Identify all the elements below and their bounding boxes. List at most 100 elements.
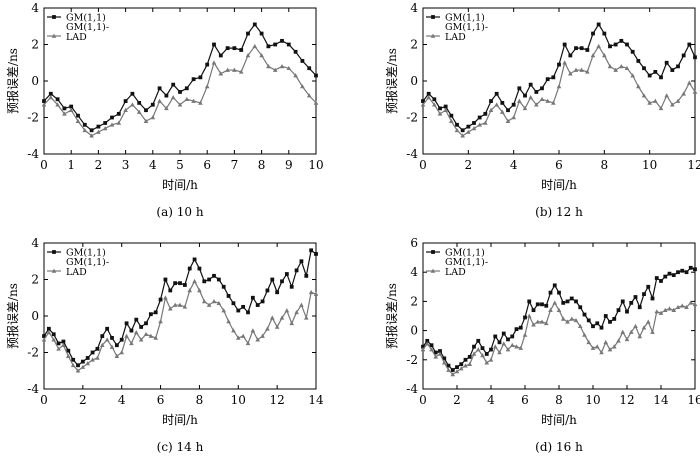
chart-panel-3: 0 2 4 6 8 10 12 14 -4 -2 0 2 4 时间/h 预报误差/ns (c) 14 h GM(… <box>5 236 324 454</box>
data-point <box>446 363 451 368</box>
data-point <box>280 38 284 43</box>
data-point <box>688 265 693 270</box>
data-point <box>184 96 190 102</box>
data-point <box>150 115 156 120</box>
data-point <box>95 355 100 360</box>
data-point <box>163 295 168 300</box>
data-point <box>119 337 124 342</box>
data-point <box>221 284 226 289</box>
x-tick-label: 6 <box>203 158 211 172</box>
x-tick-label: 14 <box>308 393 324 407</box>
panel-caption: (b) 12 h <box>535 205 583 219</box>
data-point <box>561 300 566 305</box>
data-point <box>255 303 260 307</box>
y-tick-label: 0 <box>410 324 418 338</box>
data-point <box>590 53 596 58</box>
x-tick-label: 2 <box>79 393 87 407</box>
data-point <box>307 66 312 71</box>
x-tick-label: 0 <box>419 393 427 407</box>
data-point <box>569 296 574 301</box>
data-point <box>599 350 604 355</box>
data-point <box>472 344 476 349</box>
data-point <box>676 64 680 69</box>
data-point <box>616 308 621 313</box>
data-point <box>299 302 304 307</box>
data-point <box>531 308 536 313</box>
data-point <box>658 105 664 111</box>
data-point <box>511 102 516 107</box>
data-point <box>545 98 550 103</box>
data-point <box>96 129 101 134</box>
data-point <box>61 342 66 347</box>
data-point <box>56 346 61 351</box>
legend-marker-2 <box>430 33 436 38</box>
data-point <box>492 344 498 349</box>
x-tick-label: 2 <box>465 158 473 172</box>
data-point <box>505 118 511 123</box>
data-point <box>129 328 134 333</box>
data-point <box>104 337 110 342</box>
data-point <box>494 102 499 107</box>
x-tick-label: 2 <box>95 158 103 172</box>
data-point <box>289 284 294 289</box>
legend-marker-1 <box>52 15 56 19</box>
data-point <box>231 301 236 306</box>
data-point <box>85 361 91 366</box>
data-point <box>71 357 76 362</box>
data-point <box>603 339 609 345</box>
data-point <box>534 102 539 107</box>
data-point <box>630 49 635 54</box>
data-point <box>466 124 471 129</box>
data-point <box>191 98 196 103</box>
data-point <box>565 299 570 304</box>
x-tick-label: 10 <box>308 158 323 172</box>
data-point <box>124 333 129 338</box>
data-point <box>148 312 153 317</box>
chart-panel-4: 0 2 4 6 8 10 12 14 16 -4 -2 0 2 4 6 时间/h 预报误差/ns (d) 16 h… <box>384 236 700 454</box>
data-point <box>585 48 590 52</box>
data-point <box>523 93 527 98</box>
data-point <box>501 341 507 346</box>
y-tick-label: 0 <box>31 74 39 88</box>
data-point <box>442 356 447 361</box>
y-tick-label: -4 <box>406 147 418 161</box>
data-point <box>266 64 271 69</box>
data-point <box>114 353 120 358</box>
data-point <box>636 84 641 89</box>
legend-marker-1 <box>52 250 56 254</box>
data-point <box>602 53 607 58</box>
data-point <box>573 67 579 72</box>
data-point <box>463 357 468 362</box>
data-point <box>85 356 90 360</box>
data-point <box>548 307 553 312</box>
legend-label-1: GM(1,1) <box>445 248 485 259</box>
data-point <box>130 102 135 107</box>
data-point <box>535 319 541 324</box>
data-point <box>232 46 237 51</box>
data-point <box>568 53 573 58</box>
data-point <box>184 86 189 91</box>
data-point <box>582 332 587 337</box>
data-point <box>432 102 437 107</box>
data-point <box>540 86 544 91</box>
data-point <box>667 271 672 276</box>
data-point <box>212 42 216 47</box>
data-point <box>620 329 626 334</box>
data-point <box>303 315 309 320</box>
data-point <box>171 82 176 87</box>
data-point <box>129 340 134 346</box>
data-point <box>664 60 669 65</box>
data-point <box>259 31 264 36</box>
x-tick-label: 10 <box>642 158 657 172</box>
data-point <box>144 108 148 113</box>
legend: GM(1,1)GM(1,1)-LAD <box>426 13 488 43</box>
data-point <box>455 365 459 369</box>
data-point <box>671 307 677 312</box>
series-line-2 <box>43 280 317 372</box>
data-point <box>202 279 207 284</box>
data-point <box>69 104 74 109</box>
data-point <box>191 77 196 82</box>
data-point <box>629 300 634 305</box>
data-point <box>110 115 114 120</box>
data-point <box>250 295 255 300</box>
